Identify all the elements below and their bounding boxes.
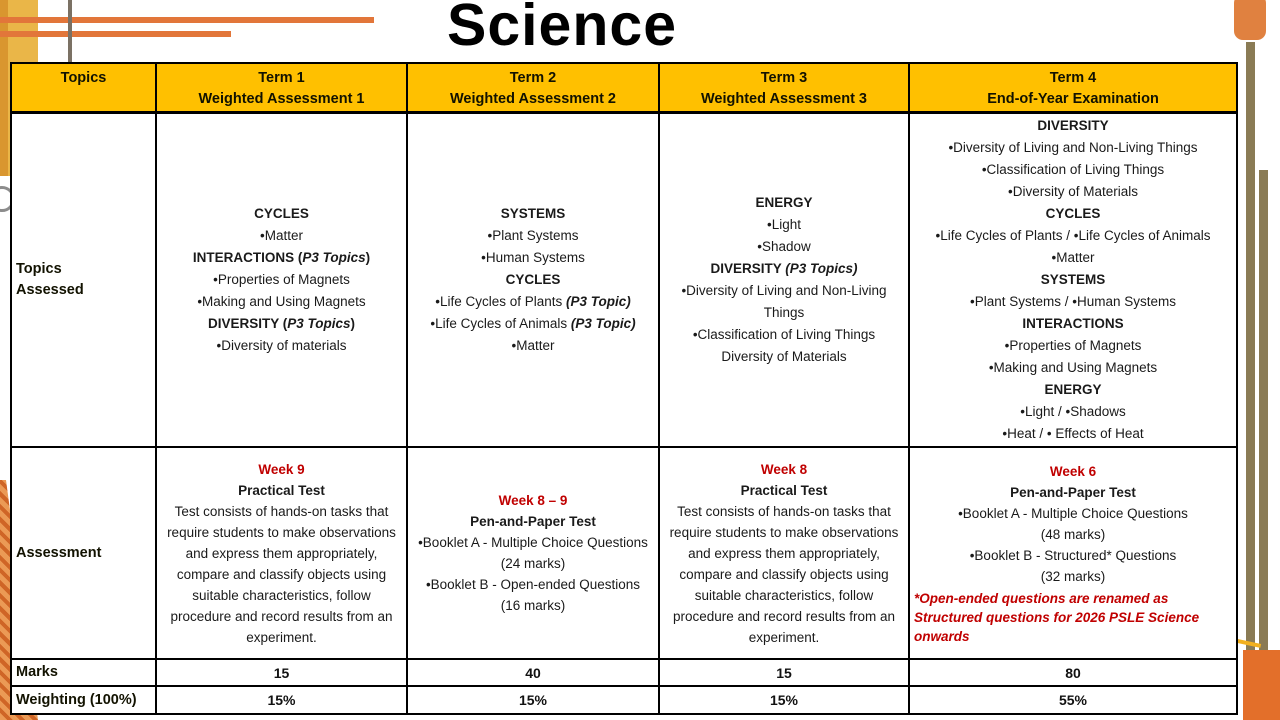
marks-value-term4: 80 xyxy=(908,658,1238,687)
header-cell-term4: Term 4 End-of-Year Examination xyxy=(908,62,1238,114)
topics-cell-term3: ENERGY •Light •Shadow DIVERSITY (P3 Topics)… xyxy=(658,111,910,448)
decor-orange-line-long xyxy=(0,17,374,23)
weighting-value-term2: 15% xyxy=(406,685,660,715)
science-assessment-table: Topics Term 1 Weighted Assessment 1 Term … xyxy=(10,62,1238,715)
weighting-row: Weighting (100%) 15% 15% 15% 55% xyxy=(10,685,1238,715)
assessment-row: Assessment Week 9 Practical Test Test cons… xyxy=(10,446,1238,660)
header-cell-topics: Topics xyxy=(10,62,157,114)
marks-row: Marks 15 40 15 80 xyxy=(10,658,1238,687)
assessment-cell-term3: Week 8 Practical Test Test consists of han… xyxy=(658,446,910,660)
weighting-label: Weighting (100%) xyxy=(10,685,157,715)
weighting-value-term3: 15% xyxy=(658,685,910,715)
assessment-cell-term1: Week 9 Practical Test Test consists of han… xyxy=(155,446,408,660)
assessment-cell-term2: Week 8 – 9 Pen-and-Paper Test •Booklet A -… xyxy=(406,446,660,660)
topics-cell-term4: DIVERSITY •Diversity of Living and Non-Li… xyxy=(908,111,1238,448)
topics-assessed-row: Topics Assessed CYCLES •Matter INTERACTION… xyxy=(10,111,1238,448)
header-cell-term2: Term 2 Weighted Assessment 2 xyxy=(406,62,660,114)
decor-olive-bar-outer xyxy=(1246,42,1255,650)
table-header-row: Topics Term 1 Weighted Assessment 1 Term … xyxy=(10,62,1238,114)
page-title: Science xyxy=(446,0,678,58)
topics-cell-term1: CYCLES •Matter INTERACTIONS (P3 Topics) •Pr… xyxy=(155,111,408,448)
weighting-value-term4: 55% xyxy=(908,685,1238,715)
decor-orange-block-bottom-right xyxy=(1243,650,1280,720)
assessment-cell-term4: Week 6 Pen-and-Paper Test •Booklet A - Mul… xyxy=(908,446,1238,660)
weighting-value-term1: 15% xyxy=(155,685,408,715)
topics-cell-term2: SYSTEMS •Plant Systems •Human Systems CYCLE… xyxy=(406,111,660,448)
decor-orange-rounded-rect-top-right xyxy=(1234,0,1266,40)
marks-value-term1: 15 xyxy=(155,658,408,687)
decor-orange-line-short xyxy=(0,31,231,37)
decor-dark-strip-top-left xyxy=(0,0,8,176)
header-cell-term3: Term 3 Weighted Assessment 3 xyxy=(658,62,910,114)
decor-gray-vertical-line xyxy=(68,0,72,64)
decor-olive-bar-inner xyxy=(1259,170,1268,650)
topics-assessed-label: Topics Assessed xyxy=(10,111,157,448)
header-cell-term1: Term 1 Weighted Assessment 1 xyxy=(155,62,408,114)
assessment-label: Assessment xyxy=(10,446,157,660)
marks-label: Marks xyxy=(10,658,157,687)
marks-value-term2: 40 xyxy=(406,658,660,687)
marks-value-term3: 15 xyxy=(658,658,910,687)
